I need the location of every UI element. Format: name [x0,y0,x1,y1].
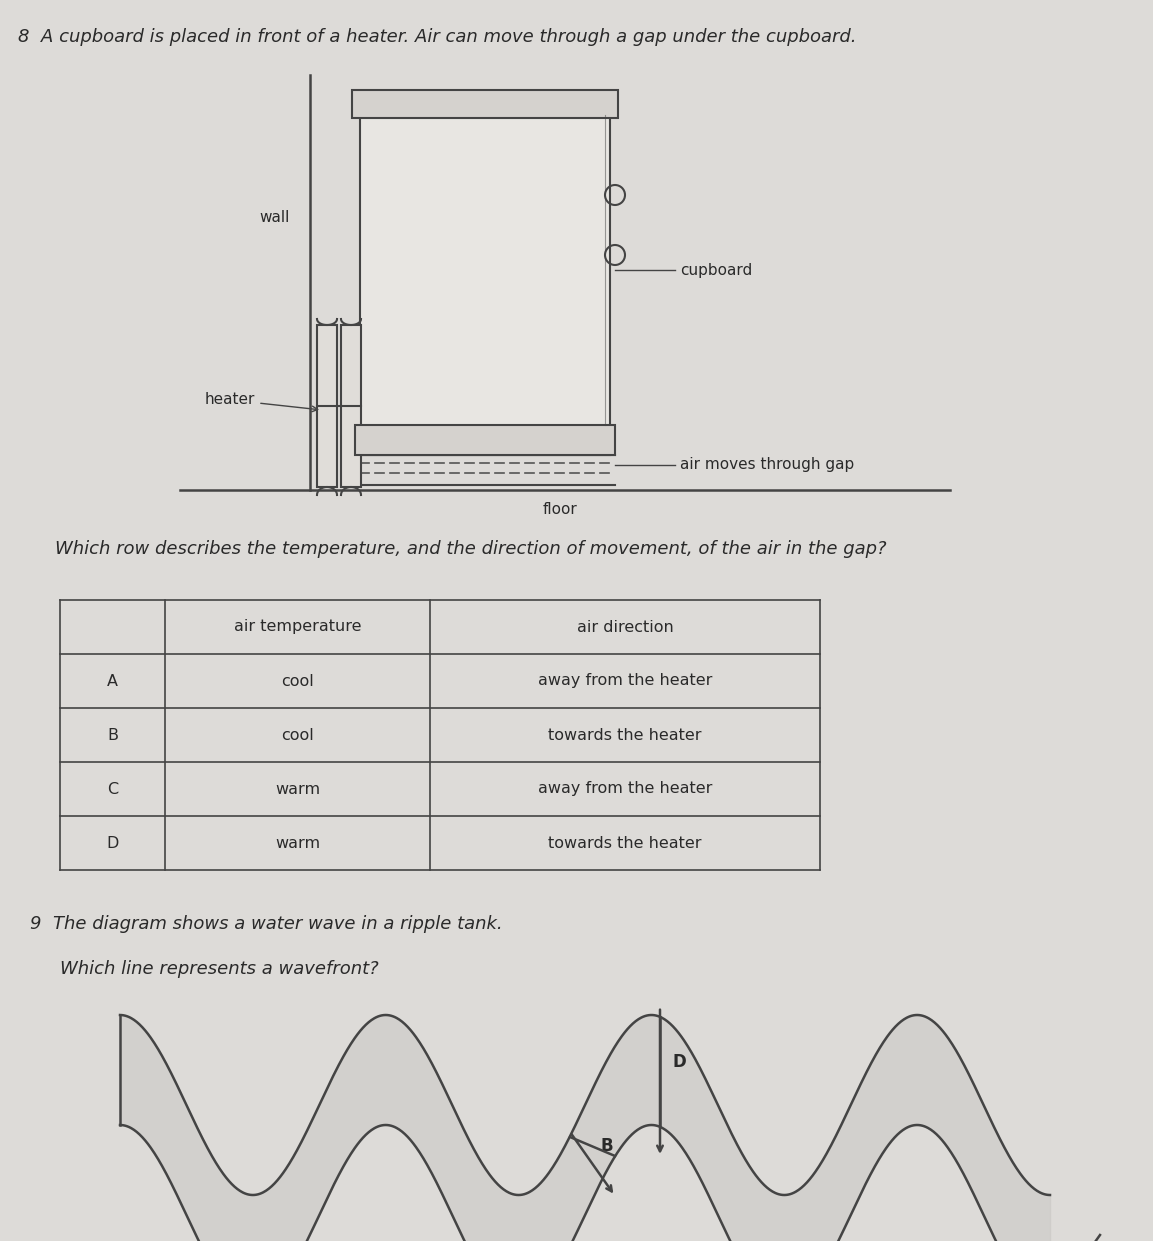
Text: cool: cool [281,727,314,742]
Text: wall: wall [259,210,291,225]
Bar [355,424,615,455]
Text: Which row describes the temperature, and the direction of movement, of the air i: Which row describes the temperature, and… [55,540,887,558]
Bar [341,325,361,486]
Text: B: B [600,1138,612,1155]
Text: B: B [107,727,118,742]
Text: 9  The diagram shows a water wave in a ripple tank.: 9 The diagram shows a water wave in a ri… [30,915,503,933]
Text: towards the heater: towards the heater [548,727,702,742]
Text: towards the heater: towards the heater [548,835,702,850]
Text: cupboard: cupboard [680,263,752,278]
Text: D: D [672,1052,686,1071]
Text: air temperature: air temperature [234,619,361,634]
Text: C: C [107,782,118,797]
Text: D: D [106,835,119,850]
Text: warm: warm [274,835,321,850]
Text: floor: floor [543,503,578,517]
Text: cool: cool [281,674,314,689]
Text: warm: warm [274,782,321,797]
Text: A: A [107,674,118,689]
Text: air direction: air direction [576,619,673,634]
Text: heater: heater [204,392,255,407]
Bar [360,115,610,455]
Text: Which line represents a wavefront?: Which line represents a wavefront? [60,961,378,978]
Bar [352,91,618,118]
Bar [317,325,337,486]
Text: air moves through gap: air moves through gap [680,458,854,473]
Text: 8  A cupboard is placed in front of a heater. Air can move through a gap under t: 8 A cupboard is placed in front of a hea… [18,29,857,46]
Text: away from the heater: away from the heater [537,674,713,689]
Text: away from the heater: away from the heater [537,782,713,797]
